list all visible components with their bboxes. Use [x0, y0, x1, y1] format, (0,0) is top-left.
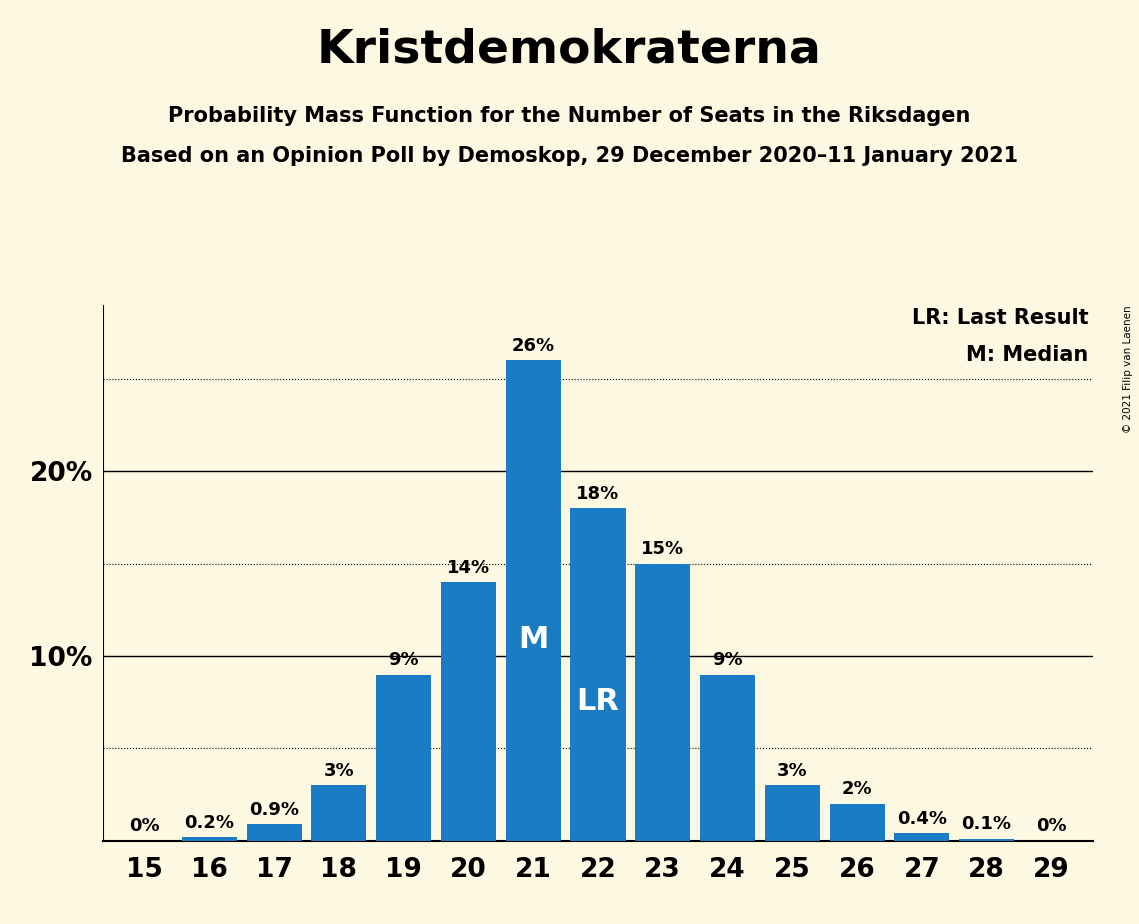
Bar	[247, 824, 302, 841]
Bar	[959, 839, 1014, 841]
Bar	[311, 785, 367, 841]
Bar	[571, 508, 625, 841]
Text: M: M	[518, 625, 548, 653]
Text: 0%: 0%	[130, 818, 159, 835]
Text: 0%: 0%	[1036, 818, 1066, 835]
Text: LR: LR	[576, 687, 620, 715]
Text: Kristdemokraterna: Kristdemokraterna	[317, 28, 822, 73]
Bar	[764, 785, 820, 841]
Text: 0.9%: 0.9%	[249, 801, 300, 819]
Text: 0.2%: 0.2%	[185, 814, 235, 832]
Text: 14%: 14%	[446, 559, 490, 577]
Text: 18%: 18%	[576, 485, 620, 503]
Bar	[894, 833, 949, 841]
Text: 26%: 26%	[511, 337, 555, 355]
Bar	[506, 360, 560, 841]
Text: 9%: 9%	[712, 651, 743, 669]
Text: © 2021 Filip van Laenen: © 2021 Filip van Laenen	[1123, 306, 1133, 433]
Text: Based on an Opinion Poll by Demoskop, 29 December 2020–11 January 2021: Based on an Opinion Poll by Demoskop, 29…	[121, 146, 1018, 166]
Bar	[441, 582, 495, 841]
Text: M: Median: M: Median	[966, 346, 1089, 365]
Text: 0.4%: 0.4%	[896, 810, 947, 828]
Text: 15%: 15%	[641, 541, 685, 558]
Bar	[829, 804, 885, 841]
Text: 0.1%: 0.1%	[961, 816, 1011, 833]
Bar	[700, 675, 755, 841]
Text: 9%: 9%	[388, 651, 419, 669]
Text: 2%: 2%	[842, 781, 872, 798]
Bar	[376, 675, 432, 841]
Text: Probability Mass Function for the Number of Seats in the Riksdagen: Probability Mass Function for the Number…	[169, 106, 970, 127]
Text: 3%: 3%	[777, 762, 808, 780]
Bar	[182, 837, 237, 841]
Text: 3%: 3%	[323, 762, 354, 780]
Text: LR: Last Result: LR: Last Result	[912, 308, 1089, 328]
Bar	[636, 564, 690, 841]
